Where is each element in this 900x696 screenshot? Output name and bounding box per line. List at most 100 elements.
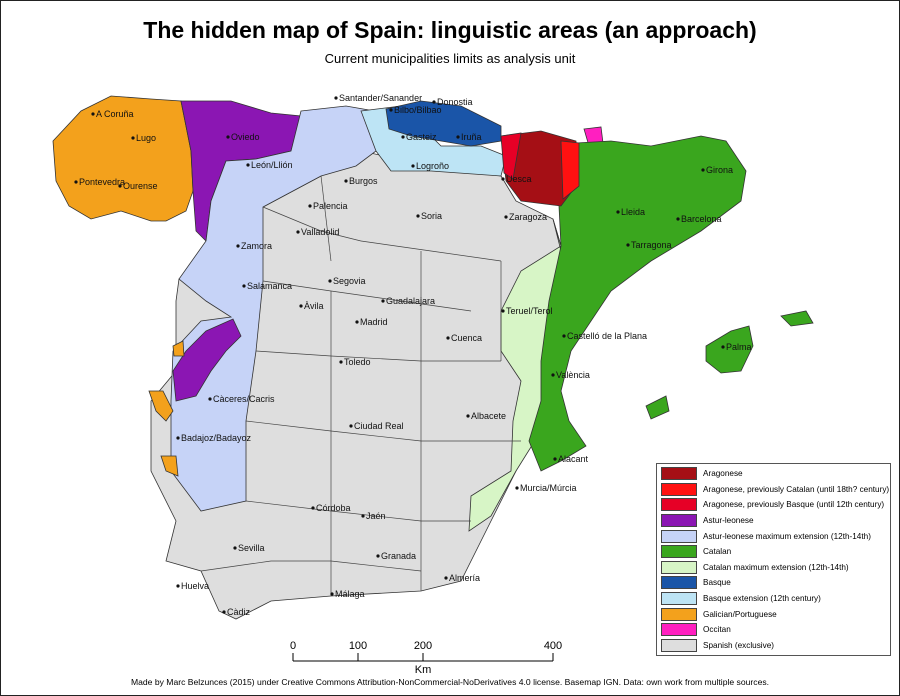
map-legend: Aragonese Aragonese, previously Catalan (… <box>656 463 891 657</box>
legend-item: Aragonese <box>661 466 886 482</box>
city-label: A Coruña <box>96 109 134 119</box>
city-dot <box>242 284 246 288</box>
city-dot <box>616 210 620 214</box>
legend-label: Aragonese <box>703 469 743 479</box>
legend-swatch <box>661 607 697 621</box>
city-label: València <box>556 370 590 380</box>
legend-item: Galician/Portuguese <box>661 606 886 622</box>
city-label: Barcelona <box>681 214 722 224</box>
city-label: Logroño <box>416 161 449 171</box>
city-label: Sevilla <box>238 543 265 553</box>
city-label: León/Llión <box>251 160 293 170</box>
city-label: Almería <box>449 573 480 583</box>
region-basque <box>385 100 502 147</box>
city-dot <box>208 397 212 401</box>
city-dot <box>416 214 420 218</box>
legend-item: Basque <box>661 575 886 591</box>
region-galician <box>52 95 194 222</box>
city-label: Càceres/Cacris <box>213 394 275 404</box>
city-label: Lugo <box>136 133 156 143</box>
legend-swatch <box>661 576 697 590</box>
legend-swatch <box>661 592 697 606</box>
legend-item: Spanish (exclusive) <box>661 638 886 654</box>
legend-swatch <box>661 467 697 481</box>
legend-label: Galician/Portuguese <box>703 609 777 619</box>
city-label: Càdiz <box>227 607 251 617</box>
city-label: Córdoba <box>316 503 351 513</box>
city-dot <box>515 486 519 490</box>
city-label: Palencia <box>313 201 348 211</box>
legend-label: Astur-leonese <box>703 516 754 526</box>
city-label: Alacant <box>558 454 589 464</box>
city-dot <box>330 592 334 596</box>
legend-swatch <box>661 545 697 559</box>
legend-item: Catalan maximum extension (12th-14th) <box>661 560 886 576</box>
city-dot <box>676 217 680 221</box>
city-label: Toledo <box>344 357 371 367</box>
city-label: Iruña <box>461 132 482 142</box>
city-dot <box>553 457 557 461</box>
map-subtitle: Current municipalities limits as analysi… <box>324 51 576 66</box>
city-dot <box>311 506 315 510</box>
legend-item: Astur-leonese <box>661 513 886 529</box>
region-aragonese <box>500 130 577 207</box>
city-label: Tarragona <box>631 240 672 250</box>
island-menorca <box>780 310 814 327</box>
legend-label: Spanish (exclusive) <box>703 640 774 650</box>
region-galician-south2 <box>148 390 174 422</box>
city-dot <box>501 309 505 313</box>
legend-label: Catalan maximum extension (12th-14th) <box>703 562 849 572</box>
region-galician-south3 <box>160 455 179 477</box>
city-label: Castelló de la Plana <box>567 331 647 341</box>
city-dot <box>504 215 508 219</box>
city-dot <box>389 108 393 112</box>
city-label: Huelva <box>181 581 209 591</box>
region-astur-south <box>172 318 242 402</box>
city-label: Salamanca <box>247 281 292 291</box>
legend-item: Aragonese, previously Basque (until 12th… <box>661 497 886 513</box>
city-dot <box>226 135 230 139</box>
city-label: Valladolid <box>301 227 339 237</box>
city-label: Lleida <box>621 207 645 217</box>
city-label: Girona <box>706 165 733 175</box>
legend-swatch <box>661 529 697 543</box>
city-label: Donostia <box>437 97 473 107</box>
legend-label: Aragonese, previously Basque (until 12th… <box>703 500 885 510</box>
region-galician-south1 <box>172 340 185 357</box>
legend-label: Astur-leonese maximum extension (12th-14… <box>703 531 871 541</box>
city-label: Guadalajara <box>386 296 435 306</box>
legend-item: Catalan <box>661 544 886 560</box>
city-label: Badajoz/Badayoz <box>181 433 252 443</box>
city-label: Murcia/Múrcia <box>520 483 577 493</box>
city-label: Palma <box>726 342 752 352</box>
map-credit: Made by Marc Belzunces (2015) under Crea… <box>130 677 770 687</box>
region-catalan <box>528 135 747 472</box>
city-label: Málaga <box>335 589 365 599</box>
legend-item: Occitan <box>661 622 886 638</box>
city-dot <box>446 336 450 340</box>
legend-swatch <box>661 482 697 496</box>
legend-swatch <box>661 623 697 637</box>
city-dot <box>233 546 237 550</box>
legend-swatch <box>661 638 697 652</box>
city-dot <box>246 163 250 167</box>
city-dot <box>91 112 95 116</box>
city-dot <box>296 230 300 234</box>
city-dot <box>701 168 705 172</box>
city-dot <box>344 179 348 183</box>
city-label: Jaén <box>366 511 386 521</box>
city-label: Bilbo/Bilbao <box>394 105 442 115</box>
city-dot <box>361 514 365 518</box>
city-dot <box>626 243 630 247</box>
city-dot <box>222 610 226 614</box>
city-label: Oviedo <box>231 132 260 142</box>
legend-label: Basque extension (12th century) <box>703 594 821 604</box>
legend-item: Basque extension (12th century) <box>661 591 886 607</box>
city-dot <box>466 414 470 418</box>
city-label: Teruel/Terol <box>506 306 553 316</box>
city-label: Uesca <box>506 174 532 184</box>
city-dot <box>721 345 725 349</box>
legend-label: Catalan <box>703 547 732 557</box>
city-label: Ourense <box>123 181 158 191</box>
